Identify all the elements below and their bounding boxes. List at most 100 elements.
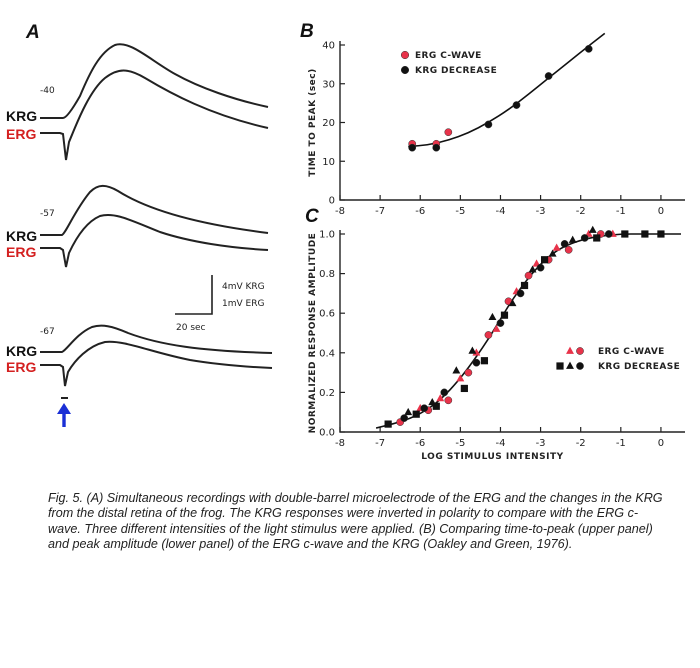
chart-c-fit-curve: [375, 233, 681, 429]
chart-b: -8 -7 -6 -5 -4 -3 -2 -1 0 0 10 20 30 40 TIME TO PEAK (…: [308, 32, 685, 217]
chart-b-x-tick-label: -5: [455, 206, 465, 217]
erg-trace-2: [40, 214, 269, 268]
chart-b-y-tick-label: 40: [322, 41, 335, 52]
krg-label-1: KRG: [6, 108, 37, 124]
figure: A B C -40 KRG ERG -57 KRG ERG -67 KRG ER…: [6, 21, 685, 462]
chart-c-data-point: [432, 402, 440, 410]
chart-b-y-tick-label: 10: [322, 157, 335, 168]
chart-c-data-point: [400, 414, 409, 422]
chart-c-data-point: [500, 311, 509, 319]
krg-trace-2: [40, 184, 269, 236]
chart-b-data-point: [432, 143, 441, 152]
panel-letter-b: B: [300, 21, 314, 42]
erg-label-3: ERG: [6, 359, 36, 375]
chart-b-x-tick-label: -1: [616, 206, 626, 217]
chart-c-data-point: [564, 245, 573, 254]
chart-b-x-tick-label: -2: [576, 206, 586, 217]
chart-c-legend: ERG C-WAVE KRG DECREASE: [556, 346, 680, 372]
chart-b-y-tick-label: 20: [322, 118, 335, 129]
chart-b-x-tick-label: 0: [658, 206, 664, 217]
chart-c-data-point: [464, 368, 473, 377]
chart-c-data-point: [412, 410, 420, 418]
chart-c-data-point: [657, 230, 665, 238]
chart-c-legend-marker: [566, 346, 574, 354]
chart-c-x-tick-label: -4: [495, 438, 505, 449]
chart-b-axes: [339, 41, 685, 201]
chart-c-data-point: [460, 384, 468, 393]
chart-b-legend-label: ERG C-WAVE: [415, 51, 482, 61]
chart-c-data-point: [540, 256, 549, 264]
potential-label-1: -40: [40, 86, 55, 96]
chart-c-y-tick-label: 0.0: [319, 428, 335, 439]
panel-letter-a: A: [25, 22, 40, 43]
krg-trace-1: [40, 43, 269, 119]
chart-c-data-point: [548, 249, 557, 257]
chart-b-data-point: [408, 143, 417, 152]
chart-c-data-point: [428, 397, 437, 406]
scale-bar-time-label: 20 sec: [176, 323, 206, 333]
erg-label-2: ERG: [6, 244, 36, 260]
chart-c-axis-lines: [339, 230, 685, 433]
chart-c-legend-label: ERG C-WAVE: [598, 347, 665, 357]
erg-label-1: ERG: [6, 126, 36, 142]
chart-c-y-tick-label: 0.8: [319, 269, 335, 280]
figure-caption: Fig. 5. (A) Simultaneous recordings with…: [48, 491, 663, 552]
chart-b-y-tick-label: 30: [322, 79, 335, 90]
chart-c-legend-marker: [556, 362, 564, 370]
chart-c-x-tick-label: -1: [616, 438, 626, 449]
scale-bar-erg-label: 1mV ERG: [222, 299, 264, 309]
chart-b-legend-marker: [400, 50, 410, 60]
chart-c-legend-marker: [566, 361, 574, 369]
chart-b-legend-label: KRG DECREASE: [415, 66, 497, 76]
chart-b-data-point: [444, 128, 453, 137]
chart-c-data-point: [621, 230, 629, 238]
chart-c-data-point: [420, 404, 429, 413]
chart-b-y-axis-title: TIME TO PEAK (sec): [308, 68, 318, 177]
chart-c-data-point: [508, 298, 517, 307]
chart-c: -8 -7 -6 -5 -4 -3 -2 -1 0 0.0 0.2 0.4 0.6 0.8 1.0NORMA…: [308, 225, 685, 462]
chart-b-points: [408, 45, 593, 152]
chart-b-x-tick-label: -6: [415, 206, 425, 217]
chart-b-data-point: [584, 45, 593, 53]
chart-c-data-point: [588, 225, 597, 233]
chart-c-data-point: [516, 289, 525, 298]
chart-c-data-point: [492, 324, 501, 332]
chart-c-data-point: [524, 271, 533, 280]
chart-c-x-tick-label: -7: [375, 438, 385, 449]
chart-c-data-point: [560, 240, 569, 248]
chart-c-data-point: [484, 331, 493, 339]
chart-c-data-point: [604, 230, 613, 238]
chart-b-data-point: [512, 101, 521, 109]
chart-c-data-point: [528, 265, 537, 273]
chart-b-legend: ERG C-WAVE KRG DECREASE: [400, 50, 497, 76]
potential-label-3: -67: [40, 327, 55, 337]
chart-b-x-tick-label: -8: [335, 206, 345, 217]
chart-c-data-point: [496, 319, 505, 327]
chart-c-fit-line: [375, 233, 681, 429]
chart-c-data-point: [472, 348, 481, 356]
chart-c-x-tick-label: -2: [576, 438, 586, 449]
chart-c-data-point: [468, 346, 477, 354]
chart-c-data-point: [552, 243, 561, 251]
chart-b-x-tick-label: -7: [375, 206, 385, 217]
chart-c-legend-label: KRG DECREASE: [598, 362, 680, 372]
trace-panel: -40 KRG ERG -57 KRG ERG -67 KRG ERG 4mV …: [6, 43, 273, 427]
chart-c-x-tick-label: -6: [415, 438, 425, 449]
erg-trace-1: [40, 69, 269, 161]
krg-trace-3: [40, 324, 273, 354]
chart-c-data-point: [480, 357, 489, 365]
chart-c-x-tick-label: -8: [335, 438, 345, 449]
chart-c-data-point: [568, 235, 577, 243]
krg-label-2: KRG: [6, 228, 37, 244]
chart-c-legend-marker: [576, 347, 584, 355]
chart-c-data-point: [384, 420, 392, 428]
chart-c-data-point: [580, 234, 589, 242]
chart-c-data-point: [488, 312, 497, 321]
chart-b-data-point: [484, 120, 493, 129]
chart-b-data-point: [544, 72, 553, 80]
chart-c-x-tick-label: -3: [536, 438, 546, 449]
chart-b-y-tick-label: 0: [329, 196, 335, 207]
scale-bar: [175, 275, 213, 315]
chart-c-data-point: [641, 230, 649, 238]
chart-b-axis-lines: [339, 41, 685, 201]
